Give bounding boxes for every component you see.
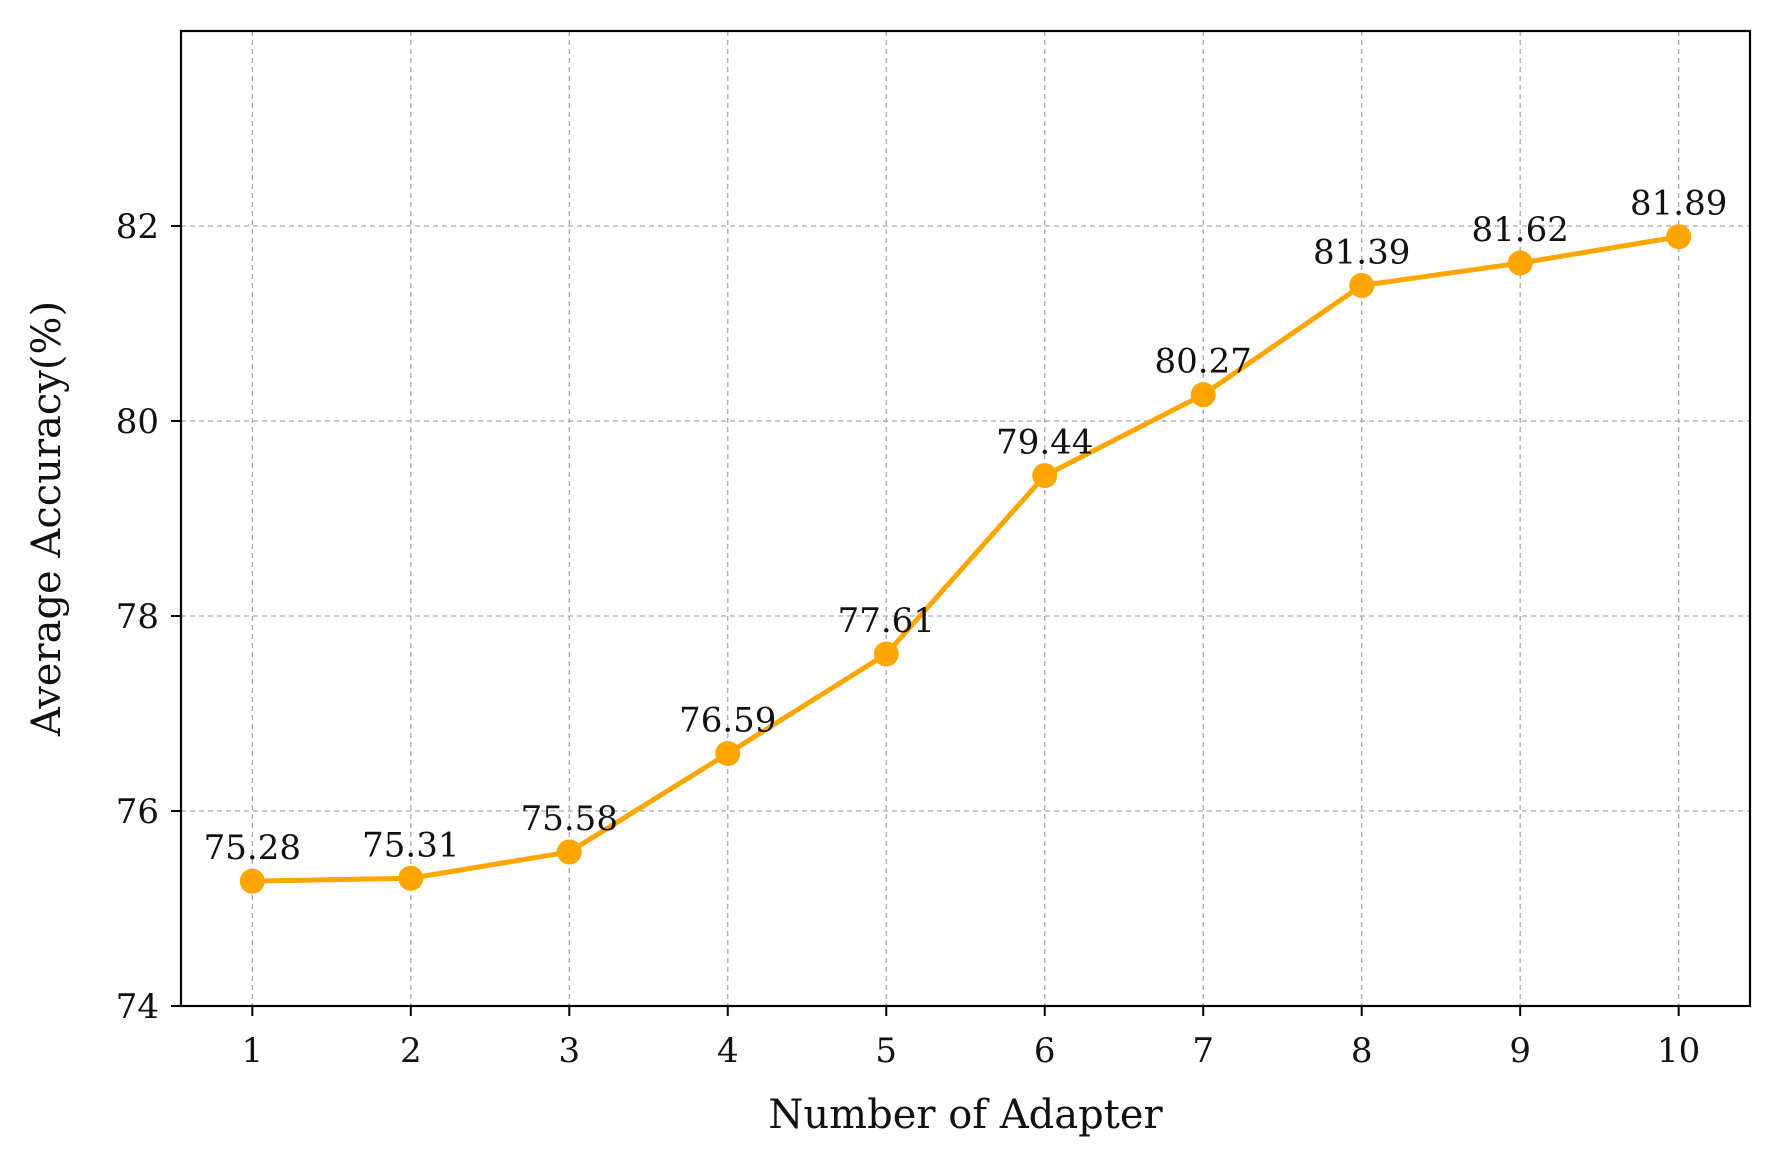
x-tick-label: 2	[400, 1031, 422, 1071]
y-axis-title: Average Accuracy(%)	[24, 301, 70, 737]
y-tick-label: 76	[116, 792, 159, 832]
x-tick-label: 1	[241, 1031, 263, 1071]
data-labels: 75.28 75.31 75.58 76.59 77.61 79.44 80.27 81.39…	[204, 184, 1728, 868]
data-label: 75.58	[521, 799, 618, 839]
data-point	[1666, 224, 1692, 250]
plot-frame	[179, 29, 1752, 1008]
y-tick-label: 80	[116, 402, 159, 442]
y-tick-label: 74	[116, 987, 159, 1027]
data-label: 77.61	[838, 601, 935, 641]
data-point	[556, 839, 582, 865]
x-tick-label: 5	[875, 1031, 897, 1071]
data-point	[1507, 250, 1533, 276]
x-tick-label: 8	[1351, 1031, 1373, 1071]
data-label: 80.27	[1155, 342, 1252, 382]
data-label: 81.39	[1313, 232, 1410, 272]
x-tick-label: 6	[1034, 1031, 1056, 1071]
series-line	[249, 234, 1682, 884]
series-layer	[239, 224, 1692, 894]
grid-lines	[181, 31, 1750, 1006]
x-axis-title: Number of Adapter	[768, 1092, 1163, 1138]
data-point	[873, 641, 899, 667]
data-point	[715, 740, 741, 766]
x-tick-label: 3	[558, 1031, 580, 1071]
data-point	[239, 868, 265, 894]
x-tick-label: 4	[717, 1031, 739, 1071]
x-tick-label: 7	[1192, 1031, 1214, 1071]
data-label: 75.31	[362, 825, 459, 865]
data-label: 75.28	[204, 828, 301, 868]
data-label: 76.59	[679, 700, 776, 740]
data-point	[1032, 463, 1058, 489]
data-point	[1190, 382, 1216, 408]
data-label: 79.44	[996, 423, 1093, 463]
y-tick-label: 78	[116, 597, 159, 637]
x-tick-label: 10	[1657, 1031, 1700, 1071]
data-label: 81.62	[1472, 210, 1569, 250]
y-tick-label: 82	[116, 207, 159, 247]
data-point	[1349, 272, 1375, 298]
data-point	[398, 865, 424, 891]
data-label: 81.89	[1630, 184, 1727, 224]
x-tick-label: 9	[1509, 1031, 1531, 1071]
